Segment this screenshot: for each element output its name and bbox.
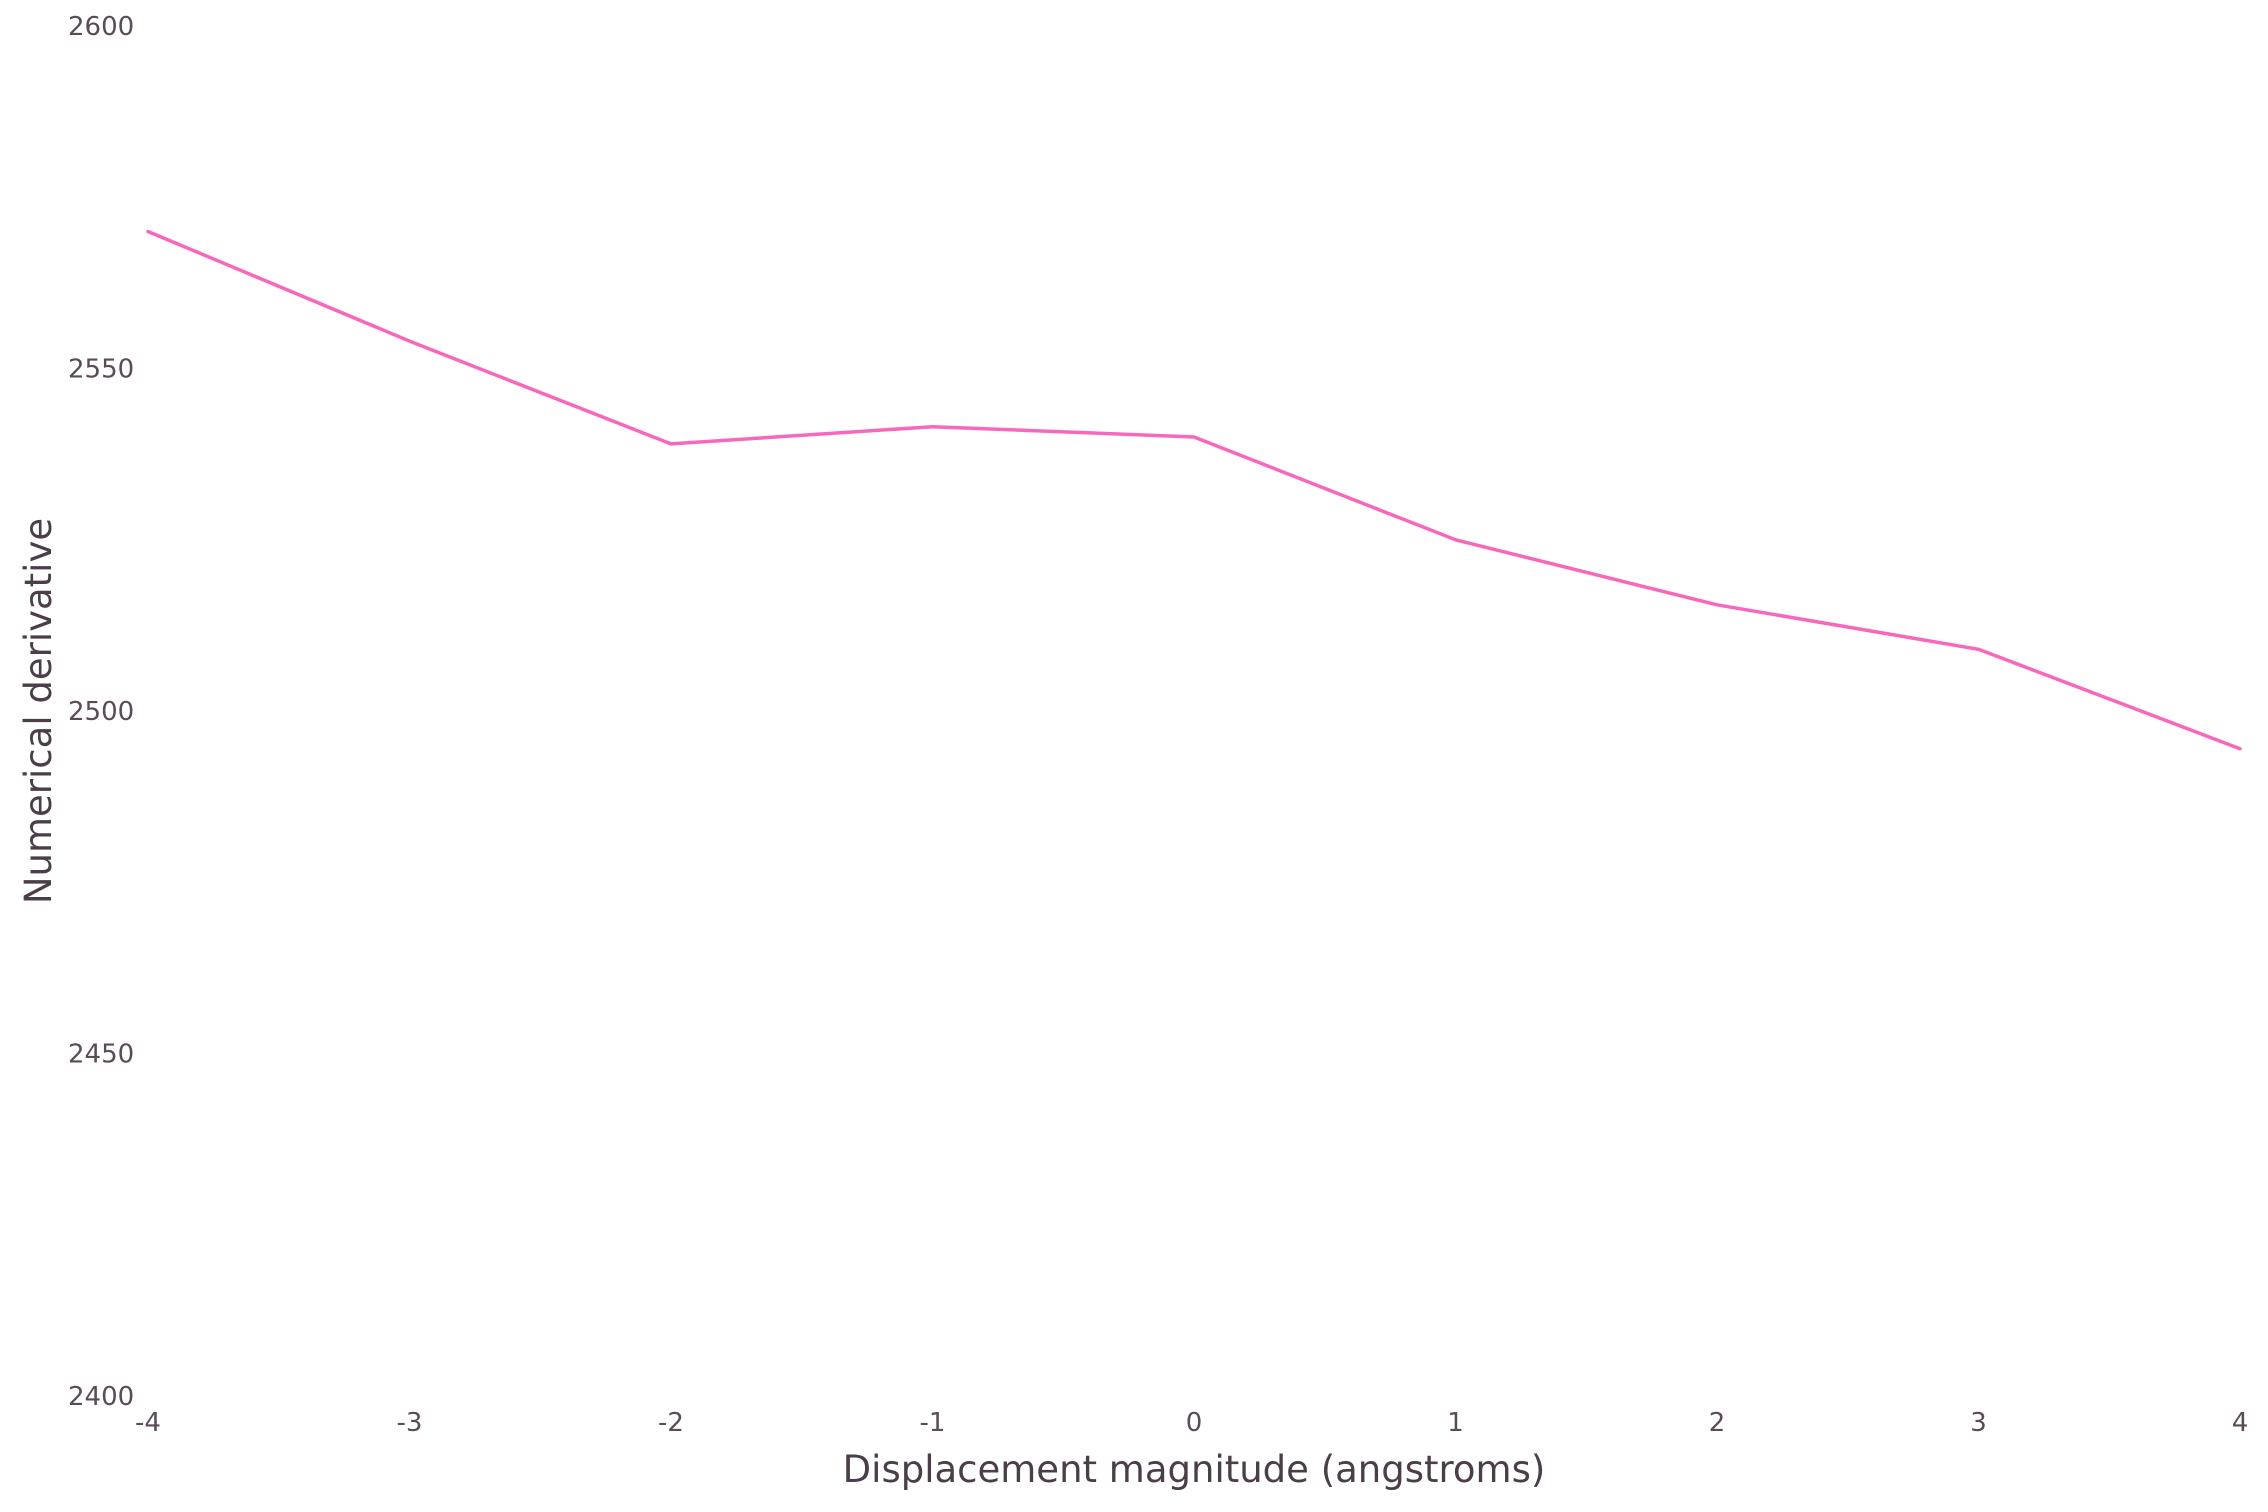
x-axis-ticks: -4 -3 -2 -1 0 1 2 3 4 [135,1408,2248,1438]
x-tick-label: 4 [2232,1408,2249,1438]
y-tick-label: 2450 [68,1040,134,1070]
x-tick-label: 3 [1970,1408,1987,1438]
y-tick-label: 2550 [68,355,134,385]
x-axis-label: Displacement magnitude (angstroms) [843,1448,1546,1491]
y-tick-label: 2500 [68,697,134,727]
y-axis-label: Numerical derivative [17,518,60,904]
x-tick-label: 1 [1447,1408,1464,1438]
series-layer [146,229,2242,751]
x-tick-label: -3 [397,1408,423,1438]
x-tick-label: -4 [135,1408,161,1438]
x-tick-label: -1 [920,1408,946,1438]
y-tick-label: 2600 [68,12,134,42]
x-tick-label: 2 [1709,1408,1726,1438]
y-axis-ticks: 2400 2450 2500 2550 2600 [68,12,134,1412]
x-tick-label: -2 [658,1408,684,1438]
series-line [146,229,2242,751]
x-tick-label: 0 [1186,1408,1203,1438]
y-tick-label: 2400 [68,1382,134,1412]
